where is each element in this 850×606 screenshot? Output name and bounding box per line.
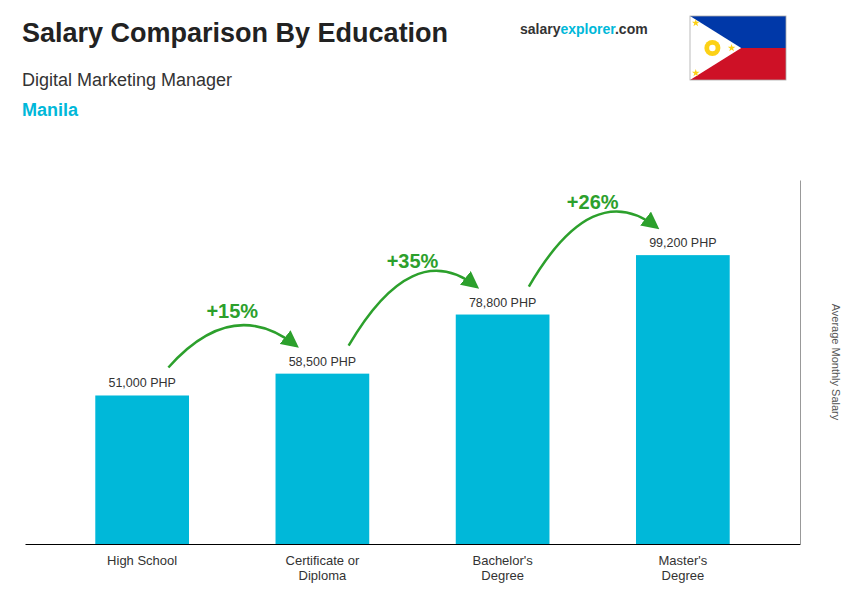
y-axis-line xyxy=(800,181,801,545)
bar xyxy=(276,374,370,544)
bars xyxy=(95,255,729,544)
data-label: 99,200 PHP xyxy=(649,236,716,250)
x-tick-label-line: Degree xyxy=(662,568,705,583)
subtitle: Digital Marketing Manager xyxy=(22,70,232,90)
data-labels: 51,000 PHP 58,500 PHP 78,800 PHP 99,200 PHP xyxy=(108,236,716,390)
y-label: Average Monthly Salary xyxy=(830,304,842,421)
x-tick: Bachelor'sDegree xyxy=(472,544,533,583)
bar xyxy=(636,255,730,544)
x-tick-label: Bachelor'sDegree xyxy=(472,553,533,583)
x-tick: Certificate orDiploma xyxy=(286,544,360,583)
x-axis-line xyxy=(26,544,801,545)
x-tick-label-line: Certificate or xyxy=(286,553,360,568)
x-tick-label: Master'sDegree xyxy=(658,553,707,583)
annotation: +26% xyxy=(567,191,619,213)
x-tick-label: Certificate orDiploma xyxy=(286,553,360,583)
x-tick-label-line: High School xyxy=(107,553,177,568)
data-label: 78,800 PHP xyxy=(469,296,536,310)
flag-border xyxy=(690,16,786,80)
flag-star xyxy=(692,19,700,26)
arrow xyxy=(529,211,657,286)
flag-triangle xyxy=(690,16,741,80)
annotations: +15% +35% +26% xyxy=(168,191,656,368)
y-axis xyxy=(800,181,801,545)
plot: High School Certificate orDiploma Bachelor… xyxy=(26,181,801,584)
flag-star xyxy=(692,69,700,76)
annotation: +35% xyxy=(387,250,439,272)
x-tick-label-line: Bachelor's xyxy=(472,553,533,568)
x-axis: High School Certificate orDiploma Bachelor… xyxy=(26,544,801,583)
x-tick: Master'sDegree xyxy=(658,544,707,583)
x-tick-label: High School xyxy=(107,553,177,568)
brand-part: .com xyxy=(615,21,648,37)
subtitle: Manila xyxy=(22,100,79,120)
brand: salaryexplorer.com xyxy=(520,21,648,37)
arrow xyxy=(168,325,296,367)
annotation: +15% xyxy=(206,300,258,322)
bar xyxy=(456,315,550,544)
flag xyxy=(690,16,786,80)
x-tick: High School xyxy=(107,544,177,568)
flag-sun-inner xyxy=(709,45,715,51)
data-label: 51,000 PHP xyxy=(108,376,175,390)
x-tick-label-line: Diploma xyxy=(299,568,347,583)
x-tick-label-line: Degree xyxy=(481,568,524,583)
title: Salary Comparison By Education xyxy=(22,18,448,48)
data-label: 58,500 PHP xyxy=(289,355,356,369)
brand-part: salary xyxy=(520,21,561,37)
x-tick-label-line: Master's xyxy=(658,553,707,568)
brand-part: explorer xyxy=(560,21,616,37)
flag-sun xyxy=(704,40,720,56)
flag-star xyxy=(728,44,736,51)
chart: Salary Comparison By Education Digital Ma… xyxy=(0,0,850,606)
bar xyxy=(95,395,189,544)
arrow xyxy=(349,271,477,346)
